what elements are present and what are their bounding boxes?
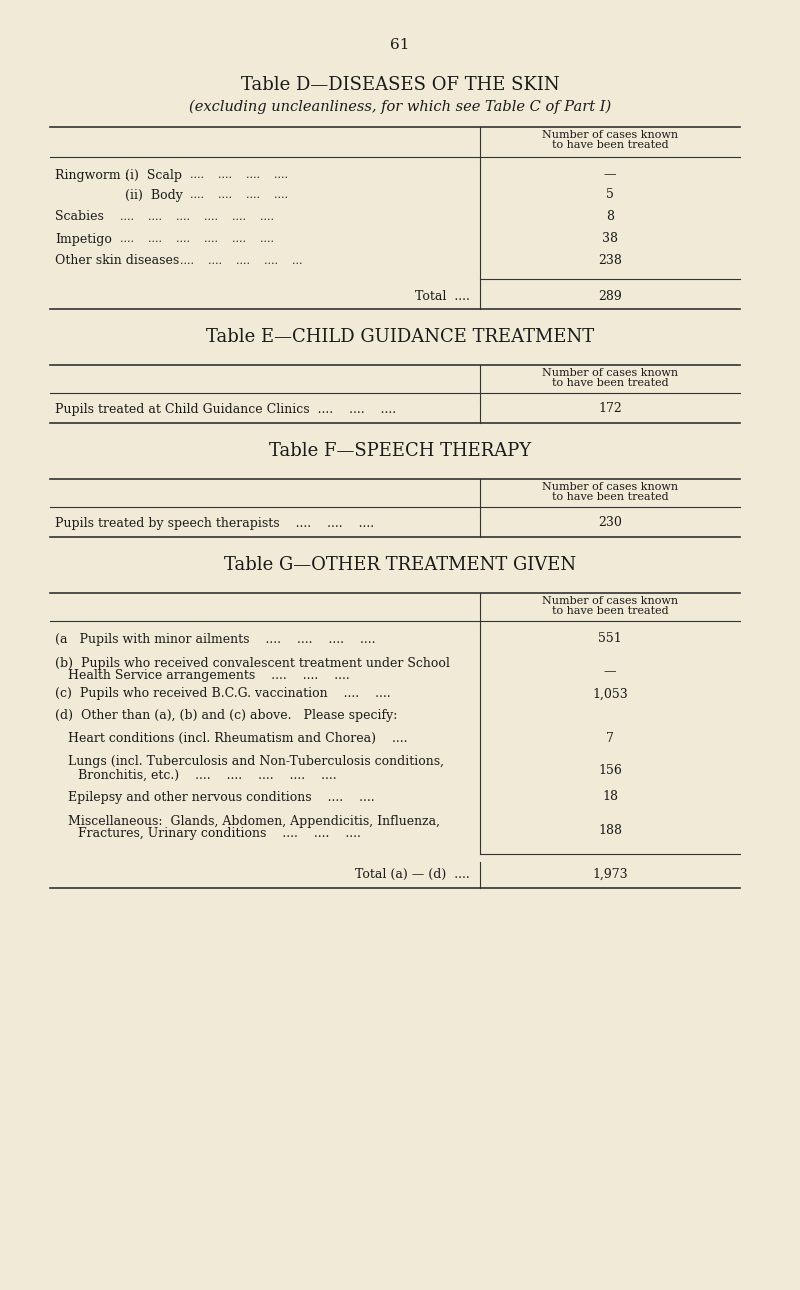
Text: to have been treated: to have been treated xyxy=(552,141,668,150)
Text: Total (a) — (d)  ....: Total (a) — (d) .... xyxy=(355,867,470,881)
Text: 8: 8 xyxy=(606,210,614,223)
Text: (i)  Scalp: (i) Scalp xyxy=(125,169,182,182)
Text: 230: 230 xyxy=(598,516,622,529)
Text: Table D—DISEASES OF THE SKIN: Table D—DISEASES OF THE SKIN xyxy=(241,76,559,94)
Text: to have been treated: to have been treated xyxy=(552,606,668,617)
Text: (ii)  Body: (ii) Body xyxy=(125,188,183,201)
Text: Bronchitis, etc.)    ....    ....    ....    ....    ....: Bronchitis, etc.) .... .... .... .... ..… xyxy=(78,769,337,782)
Text: Health Service arrangements    ....    ....    ....: Health Service arrangements .... .... ..… xyxy=(68,670,350,682)
Text: to have been treated: to have been treated xyxy=(552,491,668,502)
Text: ....    ....    ....    ....    ...: .... .... .... .... ... xyxy=(180,255,302,266)
Text: 1,973: 1,973 xyxy=(592,867,628,881)
Text: 1,053: 1,053 xyxy=(592,688,628,700)
Text: (a   Pupils with minor ailments    ....    ....    ....    ....: (a Pupils with minor ailments .... .... … xyxy=(55,632,375,645)
Text: ....    ....    ....    ....: .... .... .... .... xyxy=(190,170,288,181)
Text: (excluding uncleanliness, for which see Table C of Part I): (excluding uncleanliness, for which see … xyxy=(189,99,611,115)
Text: Pupils treated at Child Guidance Clinics  ....    ....    ....: Pupils treated at Child Guidance Clinics… xyxy=(55,402,396,415)
Text: —: — xyxy=(604,169,616,182)
Text: Total  ....: Total .... xyxy=(415,290,470,303)
Text: Table G—OTHER TREATMENT GIVEN: Table G—OTHER TREATMENT GIVEN xyxy=(224,556,576,574)
Text: (d)  Other than (a), (b) and (c) above.   Please specify:: (d) Other than (a), (b) and (c) above. P… xyxy=(55,710,398,722)
Text: Table F—SPEECH THERAPY: Table F—SPEECH THERAPY xyxy=(269,442,531,461)
Text: Lungs (incl. Tuberculosis and Non-Tuberculosis conditions,: Lungs (incl. Tuberculosis and Non-Tuberc… xyxy=(68,756,444,769)
Text: 156: 156 xyxy=(598,765,622,778)
Text: 61: 61 xyxy=(390,37,410,52)
Text: —: — xyxy=(604,666,616,679)
Text: Number of cases known: Number of cases known xyxy=(542,596,678,606)
Text: ....    ....    ....    ....    ....    ....: .... .... .... .... .... .... xyxy=(120,233,274,244)
Text: 5: 5 xyxy=(606,188,614,201)
Text: Number of cases known: Number of cases known xyxy=(542,130,678,141)
Text: 551: 551 xyxy=(598,632,622,645)
Text: Miscellaneous:  Glands, Abdomen, Appendicitis, Influenza,: Miscellaneous: Glands, Abdomen, Appendic… xyxy=(68,814,440,827)
Text: 7: 7 xyxy=(606,731,614,744)
Text: Impetigo: Impetigo xyxy=(55,232,112,245)
Text: Scabies: Scabies xyxy=(55,210,104,223)
Text: ....    ....    ....    ....    ....    ....: .... .... .... .... .... .... xyxy=(120,212,274,222)
Text: Pupils treated by speech therapists    ....    ....    ....: Pupils treated by speech therapists ....… xyxy=(55,516,374,529)
Text: Fractures, Urinary conditions    ....    ....    ....: Fractures, Urinary conditions .... .... … xyxy=(78,827,361,841)
Text: 18: 18 xyxy=(602,791,618,804)
Text: Epilepsy and other nervous conditions    ....    ....: Epilepsy and other nervous conditions ..… xyxy=(68,791,374,804)
Text: 172: 172 xyxy=(598,402,622,415)
Text: ....    ....    ....    ....: .... .... .... .... xyxy=(190,190,288,200)
Text: 188: 188 xyxy=(598,823,622,836)
Text: Ringworm :: Ringworm : xyxy=(55,169,129,182)
Text: Heart conditions (incl. Rheumatism and Chorea)    ....: Heart conditions (incl. Rheumatism and C… xyxy=(68,731,407,744)
Text: 289: 289 xyxy=(598,290,622,303)
Text: (b)  Pupils who received convalescent treatment under School: (b) Pupils who received convalescent tre… xyxy=(55,657,450,670)
Text: to have been treated: to have been treated xyxy=(552,378,668,388)
Text: Table E—CHILD GUIDANCE TREATMENT: Table E—CHILD GUIDANCE TREATMENT xyxy=(206,328,594,346)
Text: 38: 38 xyxy=(602,232,618,245)
Text: Number of cases known: Number of cases known xyxy=(542,482,678,491)
Text: Number of cases known: Number of cases known xyxy=(542,368,678,378)
Text: 238: 238 xyxy=(598,254,622,267)
Text: Other skin diseases: Other skin diseases xyxy=(55,254,179,267)
Text: (c)  Pupils who received B.C.G. vaccination    ....    ....: (c) Pupils who received B.C.G. vaccinati… xyxy=(55,688,390,700)
